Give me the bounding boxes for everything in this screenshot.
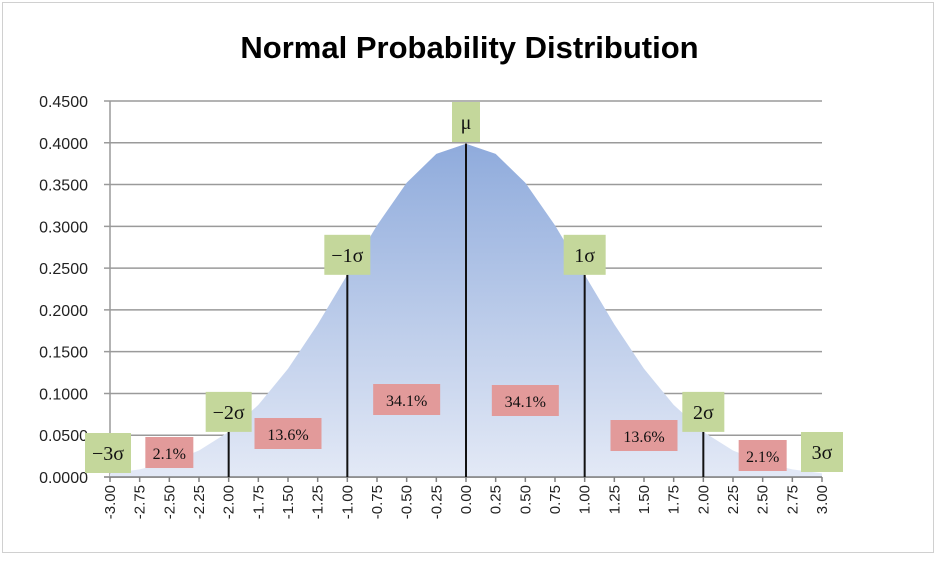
x-tick-label: -2.00 <box>221 485 238 519</box>
x-tick-label: 0.50 <box>517 485 534 514</box>
sigma-label: 3σ <box>812 442 833 464</box>
y-tick-label: 0.0500 <box>39 428 88 445</box>
chart-title: Normal Probability Distribution <box>240 30 699 65</box>
region-percent-label: 34.1% <box>505 394 546 411</box>
x-tick-label: 2.25 <box>725 485 742 514</box>
y-tick-label: 0.4500 <box>39 94 88 111</box>
x-tick-label: -1.75 <box>250 485 267 519</box>
sigma-label: 1σ <box>574 245 595 267</box>
region-percent-label: 34.1% <box>386 393 427 410</box>
sigma-label-box <box>682 391 725 432</box>
y-tick-label: 0.1000 <box>39 386 88 403</box>
sigma-label-box <box>801 432 843 472</box>
region-label-box <box>373 384 441 415</box>
region-label-box <box>610 420 678 451</box>
x-tick-label: 0.25 <box>488 485 505 514</box>
region-label-box <box>254 418 322 449</box>
sigma-label: 2σ <box>693 402 714 424</box>
sigma-label: −3σ <box>92 443 124 465</box>
x-tick-label: -0.25 <box>428 485 445 519</box>
sigma-label-box <box>85 433 131 473</box>
sigma-label: −1σ <box>331 245 363 267</box>
region-percent-label: 13.6% <box>267 427 308 444</box>
y-tick-label: 0.3500 <box>39 178 88 195</box>
x-tick-label: 1.00 <box>577 485 594 514</box>
y-tick-label: 0.2500 <box>39 261 88 278</box>
x-tick-label: 2.75 <box>784 485 801 514</box>
sigma-label: −2σ <box>213 402 245 424</box>
x-tick-label: -1.25 <box>310 485 327 519</box>
x-tick-label: 3.00 <box>814 485 831 514</box>
x-tick-label: -1.00 <box>339 485 356 519</box>
x-tick-label: 2.00 <box>695 485 712 514</box>
region-label-box <box>145 437 194 468</box>
y-tick-label: 0.1500 <box>39 345 88 362</box>
x-tick-label: -0.50 <box>399 485 416 519</box>
x-tick-label: 1.75 <box>666 485 683 514</box>
region-label-box <box>738 440 787 471</box>
sigma-label-box <box>324 234 371 275</box>
x-tick-label: -3.00 <box>102 485 119 519</box>
x-tick-label: 0.75 <box>547 485 564 514</box>
x-tick-label: 1.50 <box>636 485 653 514</box>
y-tick-label: 0.2000 <box>39 303 88 320</box>
sigma-label-box <box>563 234 606 275</box>
x-tick-label: -2.50 <box>161 485 178 519</box>
y-tick-label: 0.0000 <box>39 470 88 487</box>
region-label-box <box>491 385 559 416</box>
chart-frame <box>2 2 934 553</box>
x-tick-label: 1.25 <box>606 485 623 514</box>
region-percent-label: 13.6% <box>623 429 664 446</box>
sigma-label-box <box>452 102 480 142</box>
y-tick-label: 0.3000 <box>39 219 88 236</box>
sigma-label: μ <box>461 112 472 134</box>
x-tick-label: -2.25 <box>191 485 208 519</box>
region-percent-label: 2.1% <box>153 446 186 463</box>
x-tick-label: -0.75 <box>369 485 386 519</box>
x-tick-label: 0.00 <box>458 485 475 514</box>
x-tick-label: -2.75 <box>132 485 149 519</box>
x-tick-label: 2.50 <box>755 485 772 514</box>
region-percent-label: 2.1% <box>746 449 779 466</box>
x-tick-label: -1.50 <box>280 485 297 519</box>
sigma-label-box <box>205 391 252 432</box>
y-tick-label: 0.4000 <box>39 136 88 153</box>
